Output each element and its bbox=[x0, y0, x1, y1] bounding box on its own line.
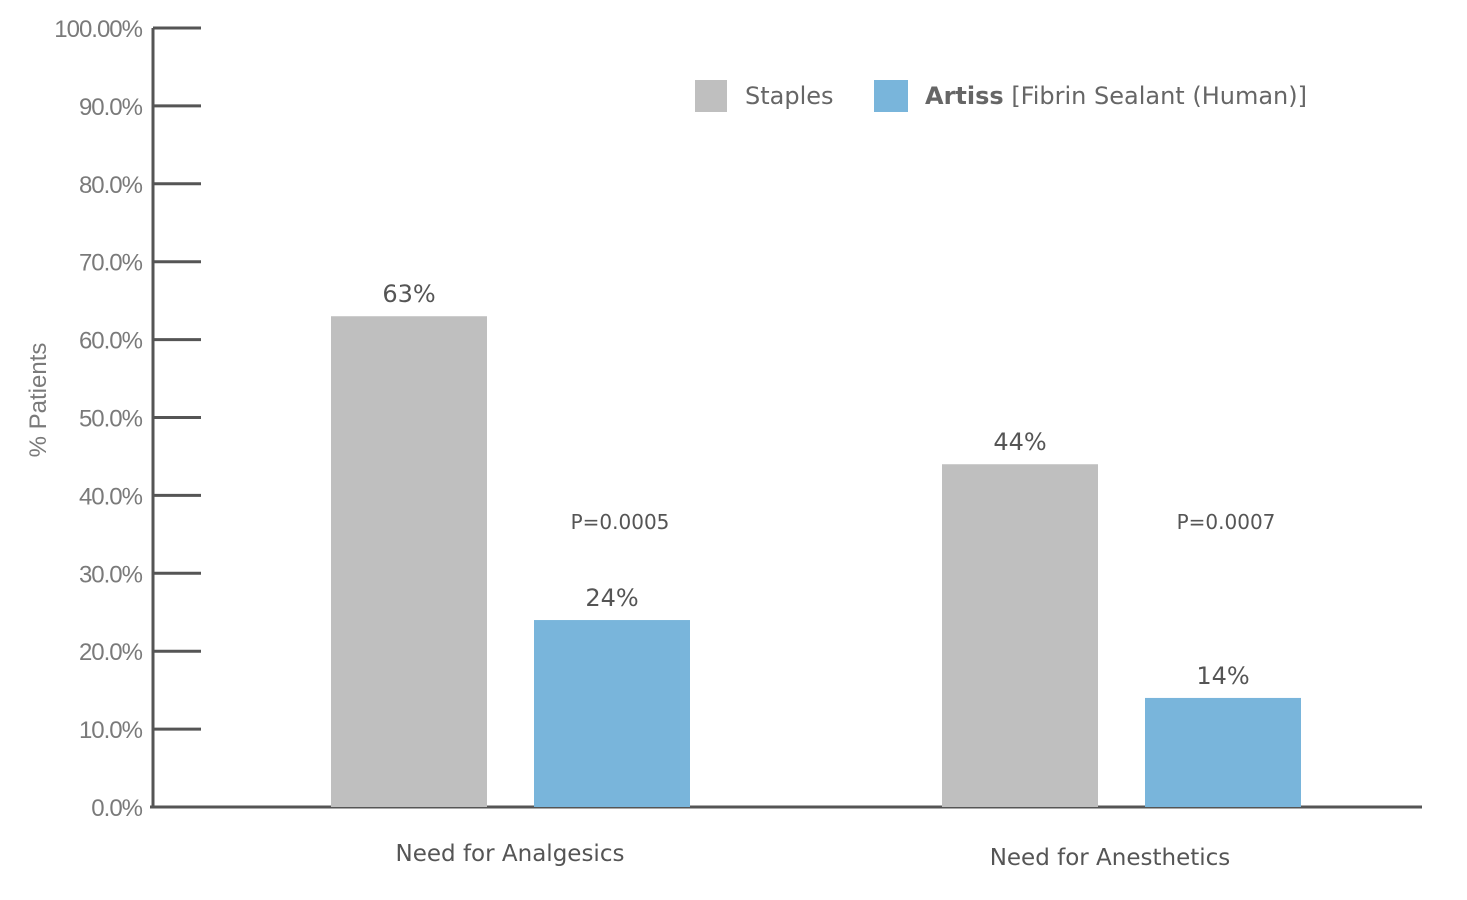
bar-value-label: 63% bbox=[382, 280, 435, 308]
legend-label-artiss: Artiss [Fibrin Sealant (Human)] bbox=[925, 82, 1307, 110]
legend-label-staples: Staples bbox=[745, 82, 834, 110]
y-tick-label: 100.00% bbox=[54, 16, 142, 43]
y-tick-label: 90.0% bbox=[79, 94, 143, 121]
y-tick-label: 30.0% bbox=[79, 561, 143, 588]
bar-value-label: 44% bbox=[993, 428, 1046, 456]
y-tick-label: 10.0% bbox=[79, 717, 143, 744]
legend-label-artiss-rest: [Fibrin Sealant (Human)] bbox=[1004, 82, 1307, 110]
bar-value-label: 14% bbox=[1196, 662, 1249, 690]
y-tick-label: 60.0% bbox=[79, 328, 143, 355]
category-label: Need for Anesthetics bbox=[990, 845, 1231, 871]
y-tick-label: 40.0% bbox=[79, 483, 143, 510]
legend-label-artiss-bold: Artiss bbox=[925, 82, 1004, 110]
p-value-annotation: P=0.0007 bbox=[1177, 510, 1276, 534]
y-tick-label: 80.0% bbox=[79, 172, 143, 199]
bar-staples-0 bbox=[331, 316, 487, 807]
bar-value-label: 24% bbox=[585, 584, 638, 612]
bar-staples-1 bbox=[942, 464, 1098, 807]
bar-artiss-0 bbox=[534, 620, 690, 807]
category-label: Need for Analgesics bbox=[396, 841, 625, 867]
category-labels: Need for Analgesics Need for Anesthetics bbox=[396, 841, 1231, 871]
y-axis-ticks: 0.0% 10.0% 20.0% 30.0% 40.0% 50.0% 60.0% 70.0% 8… bbox=[54, 16, 201, 822]
legend: Staples Artiss [Fibrin Sealant (Human)] bbox=[695, 80, 1307, 112]
y-axis-label: % Patients bbox=[25, 343, 52, 458]
y-tick-label: 20.0% bbox=[79, 639, 143, 666]
legend-swatch-artiss bbox=[874, 80, 908, 112]
bar-artiss-1 bbox=[1145, 697, 1301, 807]
bars-group: 63% 24% 44% 14% bbox=[331, 280, 1301, 807]
y-tick-label: 0.0% bbox=[91, 795, 142, 822]
p-value-annotation: P=0.0005 bbox=[571, 510, 670, 534]
y-tick-label: 70.0% bbox=[79, 250, 143, 277]
y-tick-label: 50.0% bbox=[79, 406, 143, 433]
annotations: P=0.0005 P=0.0007 bbox=[571, 510, 1276, 534]
legend-swatch-staples bbox=[695, 80, 727, 112]
